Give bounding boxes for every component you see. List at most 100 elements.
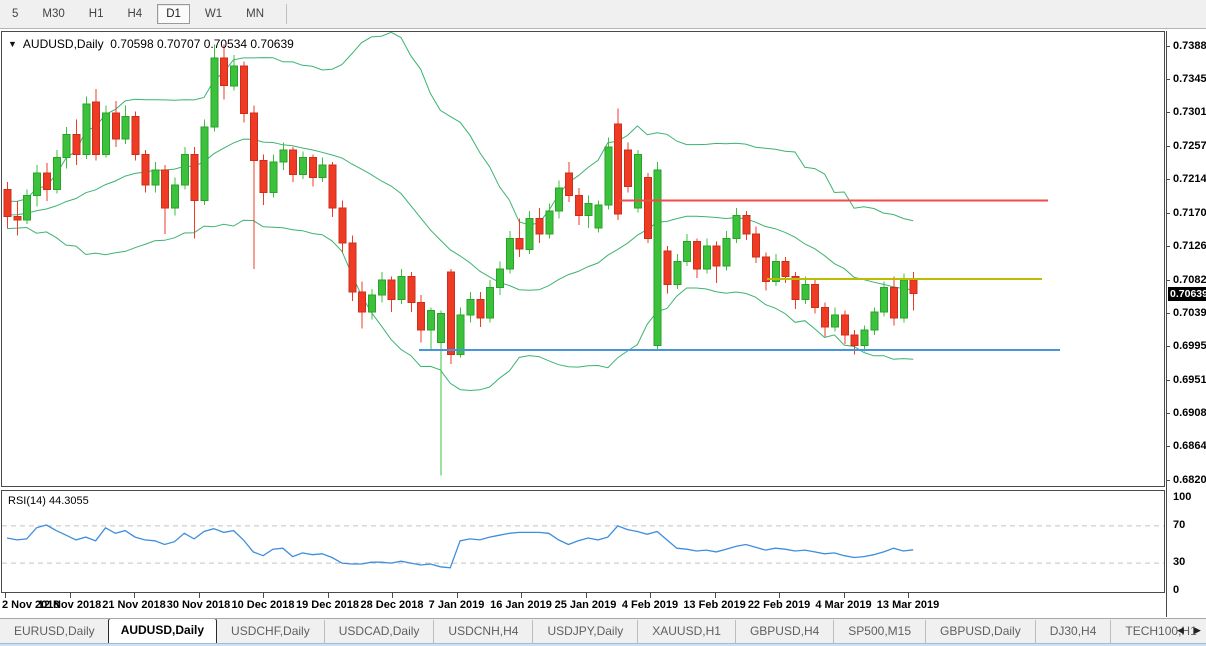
time-axis-label: 21 Nov 2018 xyxy=(102,599,166,611)
tab-gbpusd-daily[interactable]: GBPUSD,Daily xyxy=(925,620,1035,643)
bull-candle xyxy=(230,65,239,87)
price-axis-label: 0.68200 xyxy=(1173,473,1206,486)
bull-candle xyxy=(899,279,908,319)
time-axis-tick xyxy=(198,593,200,598)
bear-candle xyxy=(574,195,583,217)
bull-candle xyxy=(505,238,514,270)
bull-candle xyxy=(584,202,593,217)
tab-scroll-right-icon[interactable]: ▶ xyxy=(1194,625,1201,635)
bear-candle xyxy=(821,306,830,328)
bull-candle xyxy=(466,299,475,316)
bull-candle xyxy=(121,115,130,140)
time-axis-tick xyxy=(714,593,716,598)
bear-candle xyxy=(3,189,12,217)
time-axis-label: 19 Dec 2018 xyxy=(296,599,359,611)
bear-candle xyxy=(131,115,140,156)
time-axis-label: 7 Jan 2019 xyxy=(428,599,485,611)
bull-candle xyxy=(545,210,554,235)
bull-candle xyxy=(604,146,613,206)
bull-candle xyxy=(170,184,179,209)
time-axis-label: 28 Dec 2018 xyxy=(360,599,424,611)
support-line-blue[interactable] xyxy=(419,349,1060,352)
time-axis-label: 16 Jan 2019 xyxy=(490,599,552,611)
level-line-yellow[interactable] xyxy=(767,278,1042,280)
resistance-line-red[interactable] xyxy=(619,199,1048,202)
timeframe-button-h4[interactable]: H4 xyxy=(127,8,143,20)
bollinger-lower-band xyxy=(6,219,914,392)
bear-candle xyxy=(663,250,672,285)
bull-candle xyxy=(486,286,495,319)
bear-candle xyxy=(161,169,170,209)
bear-candle xyxy=(791,276,800,301)
price-axis-tick xyxy=(1167,112,1170,114)
bear-candle xyxy=(407,276,416,304)
timeframe-button-mn[interactable]: MN xyxy=(246,8,265,20)
tab-usdcad-daily[interactable]: USDCAD,Daily xyxy=(323,620,434,643)
bull-candle xyxy=(180,154,189,186)
bear-candle xyxy=(564,172,573,197)
bear-candle xyxy=(42,172,51,191)
bear-candle xyxy=(643,176,652,239)
bear-candle xyxy=(190,154,199,201)
candlestick-chart-canvas[interactable] xyxy=(2,32,1164,486)
price-axis-tick xyxy=(1167,346,1170,348)
timeframe-button-d1[interactable]: D1 xyxy=(157,4,190,24)
tab-usdjpy-daily[interactable]: USDJPY,Daily xyxy=(532,620,637,643)
bull-candle xyxy=(299,157,307,175)
bear-candle xyxy=(909,279,918,295)
time-axis-tick xyxy=(908,593,909,598)
bull-candle xyxy=(525,218,534,250)
tab-usdchf-daily[interactable]: USDCHF,Daily xyxy=(231,624,310,638)
tab-eurusd-daily[interactable]: EURUSD,Daily xyxy=(14,624,95,638)
current-price-tag: 0.70639 xyxy=(1168,286,1206,301)
tab-usdcnh-h4[interactable]: USDCNH,H4 xyxy=(433,620,532,643)
bull-candle xyxy=(633,154,642,209)
chart-ohlc-values: 0.70598 0.70707 0.70534 0.70639 xyxy=(110,37,294,51)
bear-candle xyxy=(742,215,751,235)
bear-candle xyxy=(446,271,455,356)
bear-candle xyxy=(761,256,770,282)
time-axis-tick xyxy=(392,593,393,598)
price-axis-tick xyxy=(1167,312,1170,314)
tab-dj30-h4[interactable]: DJ30,H4 xyxy=(1034,620,1111,643)
rsi-indicator-panel[interactable]: RSI(14) 44.3055 xyxy=(1,490,1165,593)
time-axis[interactable]: 2 Nov 2018 12 Nov 2018 21 Nov 2018 30 Nov 2… xyxy=(0,593,1166,617)
tab-audusd-daily[interactable]: AUDUSD,Daily xyxy=(107,619,218,643)
timeframe-button-5[interactable]: 5 xyxy=(12,8,19,20)
rsi-axis-label: 30 xyxy=(1173,556,1186,569)
bear-candle xyxy=(890,286,898,319)
bear-candle xyxy=(111,112,120,140)
bear-candle xyxy=(141,154,150,186)
bull-candle xyxy=(860,329,869,347)
bear-candle xyxy=(476,299,485,319)
tab-xauusd-h1[interactable]: XAUUSD,H1 xyxy=(637,620,735,643)
time-axis-label: 13 Feb 2019 xyxy=(683,599,746,611)
main-chart-panel[interactable]: ▼ AUDUSD,Daily 0.70598 0.70707 0.70534 0.… xyxy=(1,31,1165,487)
bull-candle xyxy=(279,149,288,163)
tab-scroll-left-icon[interactable]: ◀ xyxy=(1177,625,1184,635)
bear-candle xyxy=(348,242,357,293)
tab-tech100-h1[interactable]: TECH100,H1 xyxy=(1110,620,1206,643)
timeframe-button-h1[interactable]: H1 xyxy=(88,8,104,20)
bull-candle xyxy=(397,276,406,301)
bull-candle xyxy=(732,215,741,240)
bear-candle xyxy=(308,157,317,178)
price-axis-tick xyxy=(1167,146,1170,148)
tab-gbpusd-h4[interactable]: GBPUSD,H4 xyxy=(734,620,833,643)
bull-candle xyxy=(377,279,386,296)
rsi-chart-canvas[interactable] xyxy=(2,491,1164,592)
timeframe-button-m30[interactable]: M30 xyxy=(42,8,65,20)
bear-candle xyxy=(259,160,268,194)
bear-candle xyxy=(387,279,396,301)
tab-sp500-m15[interactable]: SP500,M15 xyxy=(833,620,925,643)
timeframe-button-w1[interactable]: W1 xyxy=(204,8,223,20)
bull-candle xyxy=(269,161,278,194)
tab-scroll-arrows: ◀ ▶ xyxy=(1174,622,1204,639)
